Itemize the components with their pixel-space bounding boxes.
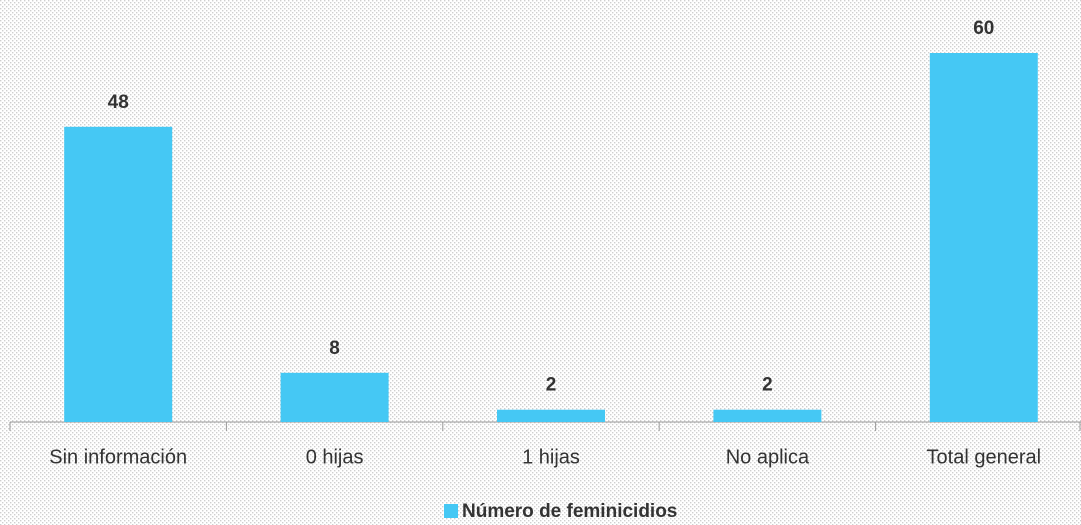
data-label: 8 [329, 338, 340, 359]
data-label: 2 [762, 375, 773, 396]
data-label: 48 [108, 92, 129, 113]
bar [64, 126, 173, 423]
bar [280, 372, 389, 422]
x-tick-label: Sin información [49, 446, 187, 468]
x-tick-label: Total general [927, 446, 1042, 468]
x-tick-label: 0 hijas [306, 446, 364, 468]
legend-swatch [444, 504, 458, 518]
data-label: 60 [973, 18, 994, 39]
bar [929, 53, 1038, 422]
bar [497, 409, 605, 422]
bar [713, 409, 822, 422]
legend-label: Número de feminicidios [462, 501, 677, 522]
data-label: 2 [546, 375, 557, 396]
x-tick-label: No aplica [726, 446, 810, 468]
x-tick-label: 1 hijas [522, 446, 580, 468]
